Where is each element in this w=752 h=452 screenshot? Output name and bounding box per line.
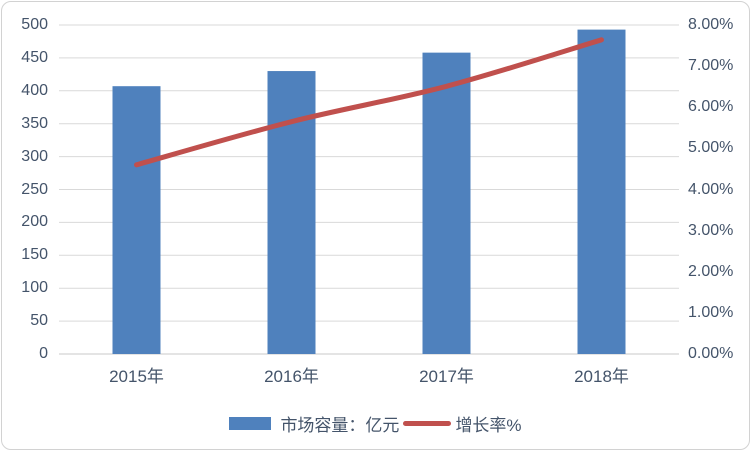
legend-label: 市场容量：亿元 (280, 415, 400, 435)
bar-2015年 (112, 86, 161, 354)
x-axis-label: 2016年 (264, 367, 319, 386)
right-axis-tick: 8.00% (688, 16, 734, 33)
left-axis-tick: 0 (39, 345, 48, 362)
right-axis-tick: 5.00% (688, 139, 734, 157)
legend-label: 增长率% (455, 415, 522, 435)
right-axis-tick: 4.00% (688, 180, 734, 198)
left-axis-tick: 50 (30, 312, 48, 330)
legend-bar-swatch-icon (229, 416, 272, 430)
left-axis-tick: 350 (21, 114, 48, 132)
right-axis-tick: 2.00% (688, 262, 734, 280)
bar-2018年 (577, 29, 626, 355)
left-axis-tick: 250 (21, 180, 48, 198)
legend-line-swatch-icon (403, 420, 452, 426)
x-axis-label: 2015年 (109, 367, 164, 386)
legend: 市场容量：亿元 增长率% (2, 411, 749, 436)
left-axis-tick: 400 (21, 81, 48, 99)
right-axis-tick: 6.00% (688, 98, 734, 116)
legend-item-market-capacity: 市场容量：亿元 (229, 411, 399, 436)
left-axis-tick: 300 (21, 147, 48, 165)
x-axis-label: 2018年 (574, 367, 629, 386)
right-axis-tick: 3.00% (688, 221, 734, 239)
left-axis-tick: 150 (21, 246, 48, 264)
left-axis-tick: 200 (21, 213, 48, 231)
left-axis-tick: 100 (21, 279, 48, 297)
left-axis-tick: 500 (21, 16, 48, 33)
bar-2017年 (422, 52, 471, 355)
right-axis-tick: 0.00% (688, 345, 734, 362)
x-axis-label: 2017年 (419, 367, 474, 386)
left-axis-tick: 450 (21, 48, 48, 66)
growth-rate-line (134, 37, 604, 168)
right-axis-tick: 7.00% (688, 57, 734, 75)
bar-2016年 (267, 71, 316, 354)
legend-item-growth-rate: 增长率% (403, 411, 522, 436)
right-axis-tick: 1.00% (688, 303, 734, 321)
